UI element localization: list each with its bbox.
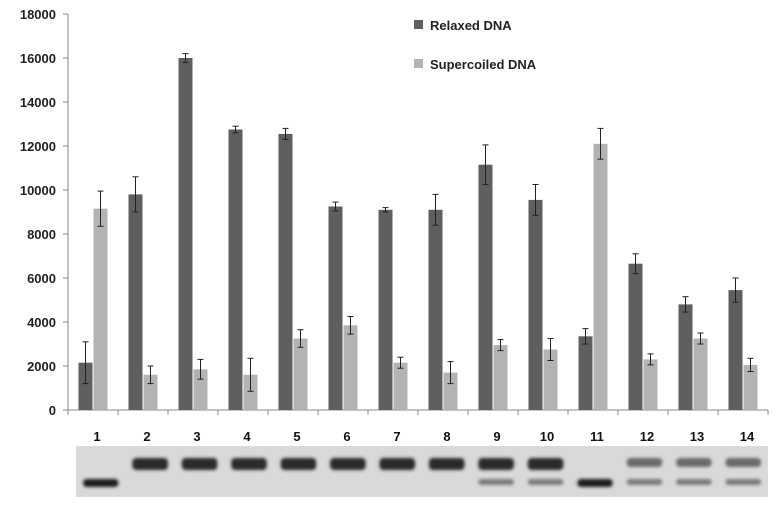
- bar: [478, 164, 493, 410]
- gel-band-supercoiled: [478, 479, 514, 485]
- legend-label: Supercoiled DNA: [430, 57, 537, 72]
- legend-swatch: [414, 59, 423, 68]
- bar: [728, 290, 743, 410]
- x-tick-label: 9: [493, 429, 500, 444]
- bar: [243, 374, 258, 410]
- bar: [628, 263, 643, 410]
- gel-band-relaxed: [676, 458, 712, 467]
- chart-bars: [78, 53, 758, 411]
- bar: [228, 129, 243, 410]
- bar: [178, 58, 193, 410]
- gel-band-relaxed: [181, 458, 218, 470]
- gel-band-supercoiled: [527, 479, 564, 485]
- gel-band-relaxed: [527, 458, 564, 470]
- bar: [293, 338, 308, 410]
- y-tick-label: 14000: [20, 95, 56, 110]
- x-tick-label: 14: [740, 429, 755, 444]
- x-tick-label: 10: [540, 429, 554, 444]
- legend-swatch: [414, 20, 423, 29]
- bar: [743, 364, 758, 410]
- x-tick-label: 8: [443, 429, 450, 444]
- gel-band-relaxed: [478, 458, 514, 470]
- bar: [78, 362, 93, 410]
- bar: [278, 133, 293, 410]
- gel-band-relaxed: [132, 458, 168, 470]
- gel-band-supercoiled: [82, 479, 119, 487]
- gel-background: [76, 446, 768, 497]
- bar: [343, 325, 358, 410]
- y-tick-label: 2000: [27, 359, 56, 374]
- bar: [428, 209, 443, 410]
- gel-band-relaxed: [725, 458, 762, 467]
- x-tick-label: 7: [393, 429, 400, 444]
- gel-band-supercoiled: [626, 479, 663, 485]
- legend-label: Relaxed DNA: [430, 18, 512, 33]
- bar: [328, 206, 343, 410]
- y-tick-label: 18000: [20, 7, 56, 22]
- bar: [578, 336, 593, 410]
- x-tick-label: 5: [293, 429, 300, 444]
- x-tick-label: 1: [93, 429, 100, 444]
- gel-band-supercoiled: [577, 479, 613, 487]
- bar: [393, 362, 408, 410]
- gel-band-supercoiled: [676, 479, 712, 485]
- x-tick-label: 4: [243, 429, 251, 444]
- gel-band-relaxed: [280, 458, 317, 470]
- y-tick-label: 10000: [20, 183, 56, 198]
- bar: [143, 374, 158, 410]
- bar: [93, 208, 108, 410]
- chart-legend: Relaxed DNA Supercoiled DNA: [414, 18, 537, 72]
- gel-band-relaxed: [330, 458, 366, 470]
- bar: [193, 369, 208, 410]
- chart-axes: 0 2000 4000 6000 8000 10000 12000 14000 16000 180…: [20, 7, 769, 418]
- bar: [378, 209, 393, 410]
- bar: [543, 349, 558, 410]
- bar: [493, 345, 508, 410]
- bar: [528, 199, 543, 410]
- gel-band-relaxed: [626, 458, 663, 467]
- lane-labels: 1 2 3 4 5 6 7 8 9 10 11 12 13 14: [93, 429, 755, 444]
- y-tick-label: 6000: [27, 271, 56, 286]
- y-tick-label: 4000: [27, 315, 56, 330]
- y-tick-label: 8000: [27, 227, 56, 242]
- gel-image: [76, 446, 768, 497]
- bar: [643, 359, 658, 410]
- x-tick-label: 12: [640, 429, 654, 444]
- bar: [593, 143, 608, 411]
- y-tick-label: 12000: [20, 139, 56, 154]
- bar: [128, 194, 143, 410]
- x-tick-label: 11: [590, 429, 604, 444]
- x-tick-label: 3: [193, 429, 200, 444]
- gel-band-supercoiled: [725, 479, 762, 485]
- x-tick-label: 6: [343, 429, 350, 444]
- bar: [678, 304, 693, 410]
- bar: [443, 372, 458, 410]
- y-tick-label: 16000: [20, 51, 56, 66]
- bar: [693, 338, 708, 410]
- x-tick-label: 2: [143, 429, 150, 444]
- gel-band-relaxed: [231, 458, 267, 470]
- y-tick-label: 0: [49, 403, 56, 418]
- gel-band-relaxed: [379, 458, 416, 470]
- gel-band-relaxed: [428, 458, 465, 470]
- x-tick-label: 13: [690, 429, 704, 444]
